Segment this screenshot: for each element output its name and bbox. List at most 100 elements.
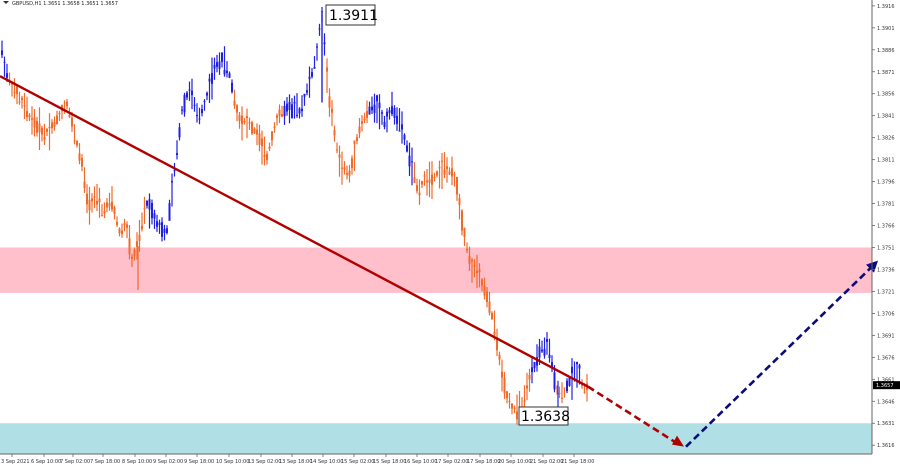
candle-body bbox=[121, 230, 123, 235]
candle-body bbox=[336, 149, 338, 151]
y-tick-label: 1.3796 bbox=[877, 180, 895, 186]
candle-body bbox=[298, 108, 301, 114]
candle-body bbox=[433, 176, 436, 178]
candle-body bbox=[181, 109, 183, 111]
candle-body bbox=[211, 73, 213, 84]
candle-body bbox=[101, 215, 103, 217]
candle-body bbox=[546, 338, 548, 342]
current-price-label: 1.3657 bbox=[876, 383, 894, 389]
candle-body bbox=[496, 337, 498, 351]
candle-body bbox=[271, 131, 273, 141]
candle-body bbox=[291, 104, 293, 119]
candle-body bbox=[71, 117, 73, 127]
candle-body bbox=[11, 83, 13, 85]
high-callout-box bbox=[325, 4, 376, 26]
symbol-dropdown-icon[interactable] bbox=[3, 1, 9, 4]
candle-body bbox=[528, 374, 531, 380]
candle-body bbox=[203, 100, 206, 102]
candle-body bbox=[513, 407, 516, 410]
candle-body bbox=[491, 312, 493, 319]
candle-body bbox=[361, 121, 363, 124]
candle-body bbox=[493, 331, 496, 335]
candle-body bbox=[156, 221, 158, 227]
candle-body bbox=[311, 72, 313, 77]
y-tick-label: 1.3706 bbox=[877, 311, 895, 317]
candle-body bbox=[263, 154, 266, 157]
candle-body bbox=[356, 137, 358, 142]
candle-body bbox=[131, 256, 133, 259]
candle-body bbox=[468, 255, 471, 264]
candle-body bbox=[48, 126, 51, 129]
x-tick-label: 3 Sep 2021 bbox=[1, 459, 30, 465]
candle-body bbox=[98, 198, 101, 203]
x-tick-label: 17 Sep 18:00 bbox=[467, 459, 500, 465]
x-tick-label: 20 Sep 10:00 bbox=[498, 459, 531, 465]
candle-body bbox=[313, 66, 316, 69]
candle-body bbox=[451, 168, 453, 177]
candle-body bbox=[348, 170, 351, 176]
candle-body bbox=[428, 179, 431, 183]
candle-body bbox=[498, 354, 501, 360]
candle-body bbox=[198, 118, 201, 120]
candle-body bbox=[138, 234, 141, 241]
candle-body bbox=[176, 153, 178, 155]
candle-body bbox=[478, 269, 481, 273]
candle-body bbox=[96, 201, 98, 205]
candle-body bbox=[21, 97, 23, 100]
candle-body bbox=[411, 161, 413, 163]
candle-body bbox=[63, 102, 66, 104]
candle-body bbox=[536, 357, 538, 366]
y-tick-label: 1.3646 bbox=[877, 399, 895, 405]
candle-body bbox=[256, 129, 258, 135]
x-tick-label: 15 Sep 02:00 bbox=[341, 459, 374, 465]
candle-body bbox=[78, 153, 81, 161]
candle-body bbox=[278, 109, 281, 117]
labels-layer: 1.3911 1.3638 bbox=[325, 4, 570, 426]
candle-body bbox=[261, 138, 263, 146]
candle-body bbox=[81, 157, 83, 167]
candle-body bbox=[503, 377, 506, 394]
candle-body bbox=[158, 222, 161, 226]
candle-body bbox=[321, 11, 323, 13]
candle-body bbox=[188, 89, 191, 91]
candle-body bbox=[16, 86, 18, 95]
candle-body bbox=[523, 400, 526, 402]
candle-body bbox=[216, 62, 218, 67]
candle-body bbox=[221, 52, 223, 62]
candle-body bbox=[436, 171, 438, 176]
candle-body bbox=[153, 213, 156, 219]
candle-body bbox=[241, 115, 243, 125]
candle-body bbox=[173, 170, 176, 172]
x-tick-label: 17 Sep 02:00 bbox=[435, 459, 468, 465]
candle-body bbox=[473, 265, 476, 267]
candle-body bbox=[293, 102, 296, 104]
candle-body bbox=[191, 90, 193, 96]
candle-body bbox=[286, 103, 288, 112]
candle-body bbox=[551, 362, 553, 369]
candle-body bbox=[46, 129, 48, 132]
candle-body bbox=[301, 108, 303, 112]
candle-body bbox=[543, 349, 546, 356]
candle-body bbox=[388, 110, 391, 113]
y-tick-label: 1.3691 bbox=[877, 333, 895, 339]
candle-body bbox=[166, 228, 168, 233]
candle-body bbox=[571, 366, 573, 374]
candle-body bbox=[251, 122, 253, 134]
candle-body bbox=[548, 354, 551, 358]
candle-body bbox=[106, 202, 108, 208]
low-callout-box bbox=[518, 406, 569, 426]
x-tick-label: 7 Sep 18:00 bbox=[90, 459, 120, 465]
candle-body bbox=[41, 127, 43, 135]
candle-body bbox=[431, 174, 433, 185]
candle-body bbox=[568, 377, 571, 386]
candle-body bbox=[446, 166, 448, 169]
candle-body bbox=[486, 291, 488, 303]
candle-body bbox=[526, 385, 528, 389]
candle-body bbox=[236, 105, 238, 113]
candle-body bbox=[56, 115, 58, 125]
candle-body bbox=[28, 114, 31, 118]
candle-body bbox=[226, 70, 228, 74]
candle-body bbox=[396, 115, 398, 124]
